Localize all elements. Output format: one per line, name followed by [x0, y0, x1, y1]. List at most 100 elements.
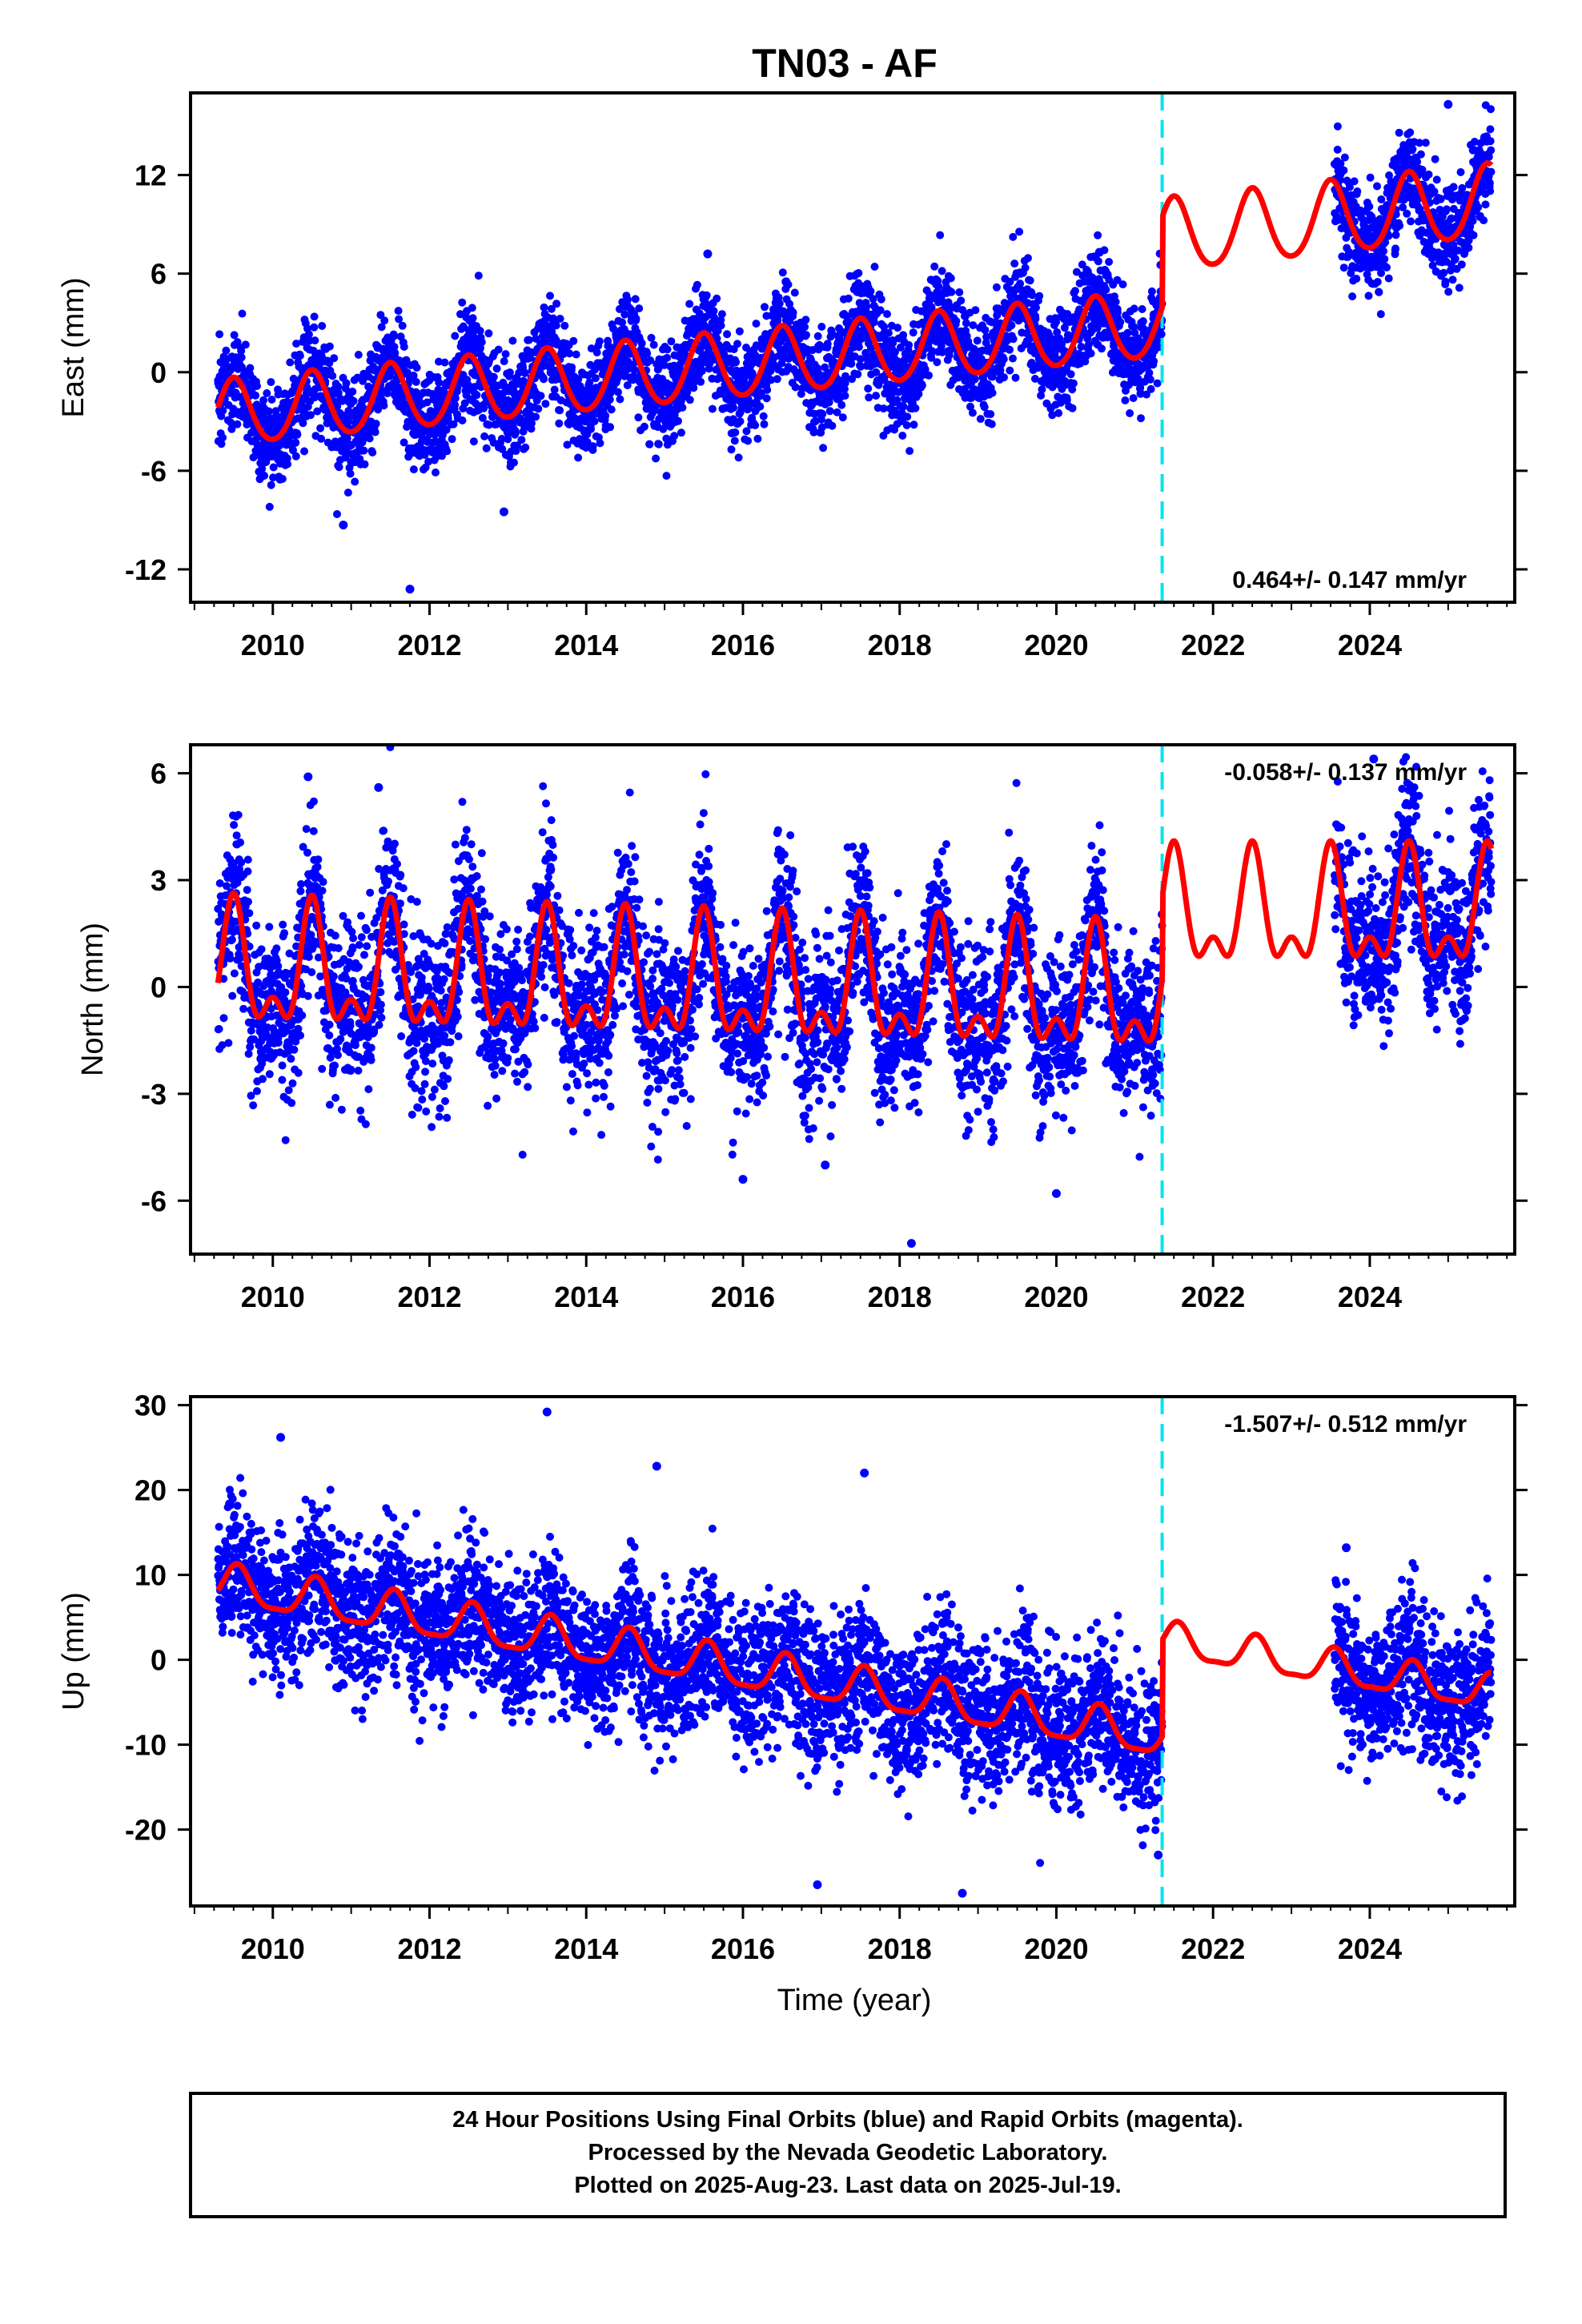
- data-point: [649, 340, 658, 349]
- data-point: [905, 340, 913, 349]
- data-point: [307, 411, 315, 420]
- data-point: [1446, 266, 1455, 275]
- data-point: [267, 396, 276, 404]
- data-point: [1443, 205, 1451, 214]
- data-point: [760, 420, 769, 428]
- east-panel: 2010 2012 2014 2016 2018 2020 2022 2024-12-6061…: [57, 91, 1528, 661]
- data-point: [736, 417, 745, 426]
- data-point: [532, 412, 540, 421]
- data-point: [727, 445, 736, 454]
- data-point: [595, 337, 604, 346]
- data-point: [300, 447, 308, 456]
- data-point: [1431, 155, 1439, 163]
- data-point: [729, 404, 738, 412]
- data-point: [536, 392, 545, 400]
- data-point: [1366, 173, 1375, 182]
- data-point: [1054, 408, 1063, 417]
- data-point: [987, 420, 996, 428]
- data-point: [1058, 340, 1066, 348]
- data-point: [856, 355, 865, 364]
- data-point: [412, 364, 421, 372]
- data-point: [258, 464, 267, 473]
- data-point: [224, 1039, 233, 1047]
- data-point: [1007, 321, 1016, 330]
- data-point: [233, 420, 242, 428]
- data-point: [992, 283, 1001, 292]
- data-point: [678, 403, 687, 412]
- data-point: [872, 392, 881, 400]
- data-point: [898, 432, 907, 440]
- data-point: [752, 320, 761, 328]
- data-point: [817, 323, 826, 331]
- data-point: [1395, 128, 1403, 137]
- data-point: [762, 394, 771, 403]
- data-point: [663, 353, 672, 362]
- data-point: [899, 402, 908, 411]
- data-point: [585, 378, 594, 387]
- data-point: [837, 400, 846, 409]
- data-point: [458, 298, 467, 307]
- data-point: [742, 427, 751, 436]
- data-point: [524, 336, 533, 344]
- data-point: [371, 420, 380, 428]
- data-point: [1456, 168, 1465, 176]
- data-point: [253, 382, 261, 390]
- data-point: [660, 360, 669, 369]
- data-point: [371, 428, 379, 436]
- data-point: [1045, 332, 1054, 340]
- data-point: [1009, 232, 1018, 241]
- data-point: [1384, 274, 1393, 283]
- data-point: [630, 365, 639, 374]
- data-point: [477, 338, 486, 347]
- y-tick-label: -12: [125, 553, 167, 586]
- data-point: [468, 314, 477, 323]
- data-point: [1126, 409, 1134, 417]
- data-point: [763, 385, 772, 394]
- data-point: [390, 343, 399, 352]
- data-point: [237, 858, 246, 866]
- data-point: [1157, 330, 1166, 339]
- data-point: [623, 381, 632, 390]
- data-point: [790, 288, 799, 297]
- data-point: [1377, 195, 1386, 203]
- data-point: [1113, 275, 1122, 284]
- data-point: [219, 406, 227, 415]
- data-point: [443, 447, 452, 456]
- data-point: [359, 446, 368, 455]
- data-point: [244, 1050, 253, 1058]
- data-point: [552, 300, 561, 308]
- data-point: [1399, 203, 1407, 211]
- data-point: [259, 396, 268, 404]
- data-point: [1339, 166, 1348, 175]
- data-point: [1486, 137, 1495, 146]
- data-point: [1350, 177, 1359, 186]
- data-point: [1430, 187, 1439, 196]
- data-point: [379, 401, 388, 410]
- data-point: [1121, 396, 1130, 404]
- data-point: [988, 388, 997, 397]
- data-point: [733, 340, 741, 348]
- data-point: [902, 421, 911, 429]
- data-point: [1458, 183, 1467, 192]
- data-point: [215, 1024, 223, 1033]
- data-point: [1006, 366, 1014, 375]
- x-tick-label: 2020: [1024, 629, 1088, 661]
- data-point: [547, 304, 556, 313]
- data-point: [693, 280, 701, 289]
- x-tick-label: 2012: [397, 629, 461, 661]
- data-point: [251, 391, 260, 400]
- data-point: [730, 436, 739, 445]
- data-point: [1035, 292, 1044, 300]
- data-point: [596, 439, 604, 448]
- data-point: [291, 452, 300, 460]
- data-point: [620, 310, 629, 319]
- data-point: [877, 295, 885, 304]
- data-point: [1406, 128, 1415, 137]
- data-point: [444, 414, 452, 423]
- data-point: [243, 886, 251, 895]
- data-point: [234, 810, 243, 819]
- data-point: [272, 411, 281, 420]
- data-point: [232, 831, 241, 840]
- data-point: [263, 389, 271, 397]
- data-point: [744, 436, 753, 445]
